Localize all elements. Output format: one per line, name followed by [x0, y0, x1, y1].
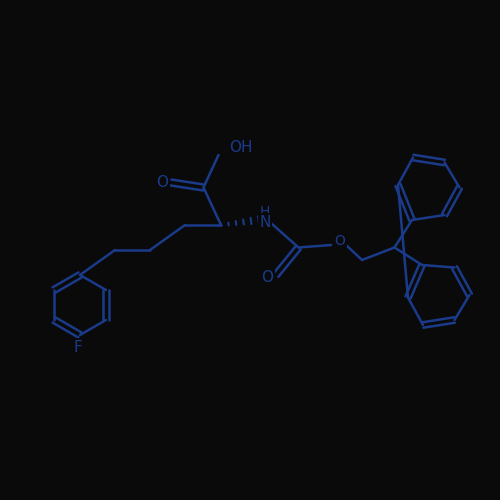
- Text: H: H: [260, 206, 270, 220]
- Text: O: O: [156, 175, 168, 190]
- Text: OH: OH: [230, 140, 253, 155]
- Text: O: O: [261, 270, 273, 285]
- Text: O: O: [334, 234, 345, 248]
- Text: F: F: [73, 340, 82, 355]
- Text: N: N: [260, 215, 270, 230]
